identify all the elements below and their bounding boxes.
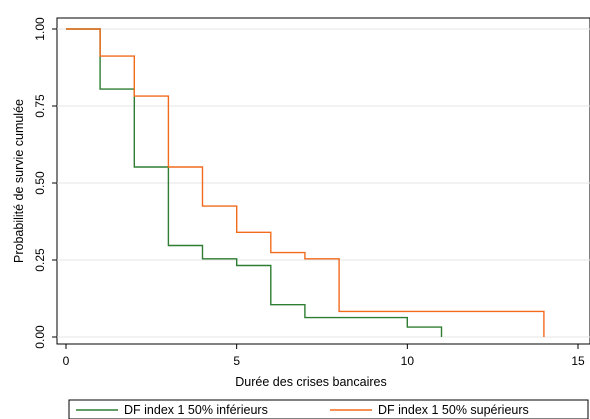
y-tick-label: 1.00 <box>33 17 47 41</box>
x-tick-label: 10 <box>401 354 415 368</box>
series-lines <box>66 28 545 337</box>
plot-frame <box>56 17 590 345</box>
legend-box <box>68 399 589 419</box>
series-line-upper <box>66 28 545 337</box>
y-ticks: 0.00 0.25 0.50 0.75 1.00 <box>33 17 57 349</box>
x-axis-title: Durée des crises bancaires <box>235 375 386 389</box>
y-axis-title: Probabilité de survie cumulée <box>12 99 26 263</box>
legend-label-upper: DF index 1 50% supérieurs <box>378 403 529 417</box>
legend-label-lower: DF index 1 50% inférieurs <box>124 403 268 417</box>
x-ticks: 0 5 10 15 <box>63 344 585 368</box>
y-tick-label: 0.75 <box>33 94 47 118</box>
y-tick-label: 0.00 <box>33 325 47 349</box>
y-tick-label: 0.50 <box>33 171 47 195</box>
x-tick-label: 15 <box>571 354 585 368</box>
y-tick-label: 0.25 <box>33 248 47 272</box>
x-tick-label: 0 <box>63 354 70 368</box>
legend: DF index 1 50% inférieurs DF index 1 50%… <box>68 399 589 419</box>
grid-lines <box>57 28 590 338</box>
x-tick-label: 5 <box>233 354 240 368</box>
